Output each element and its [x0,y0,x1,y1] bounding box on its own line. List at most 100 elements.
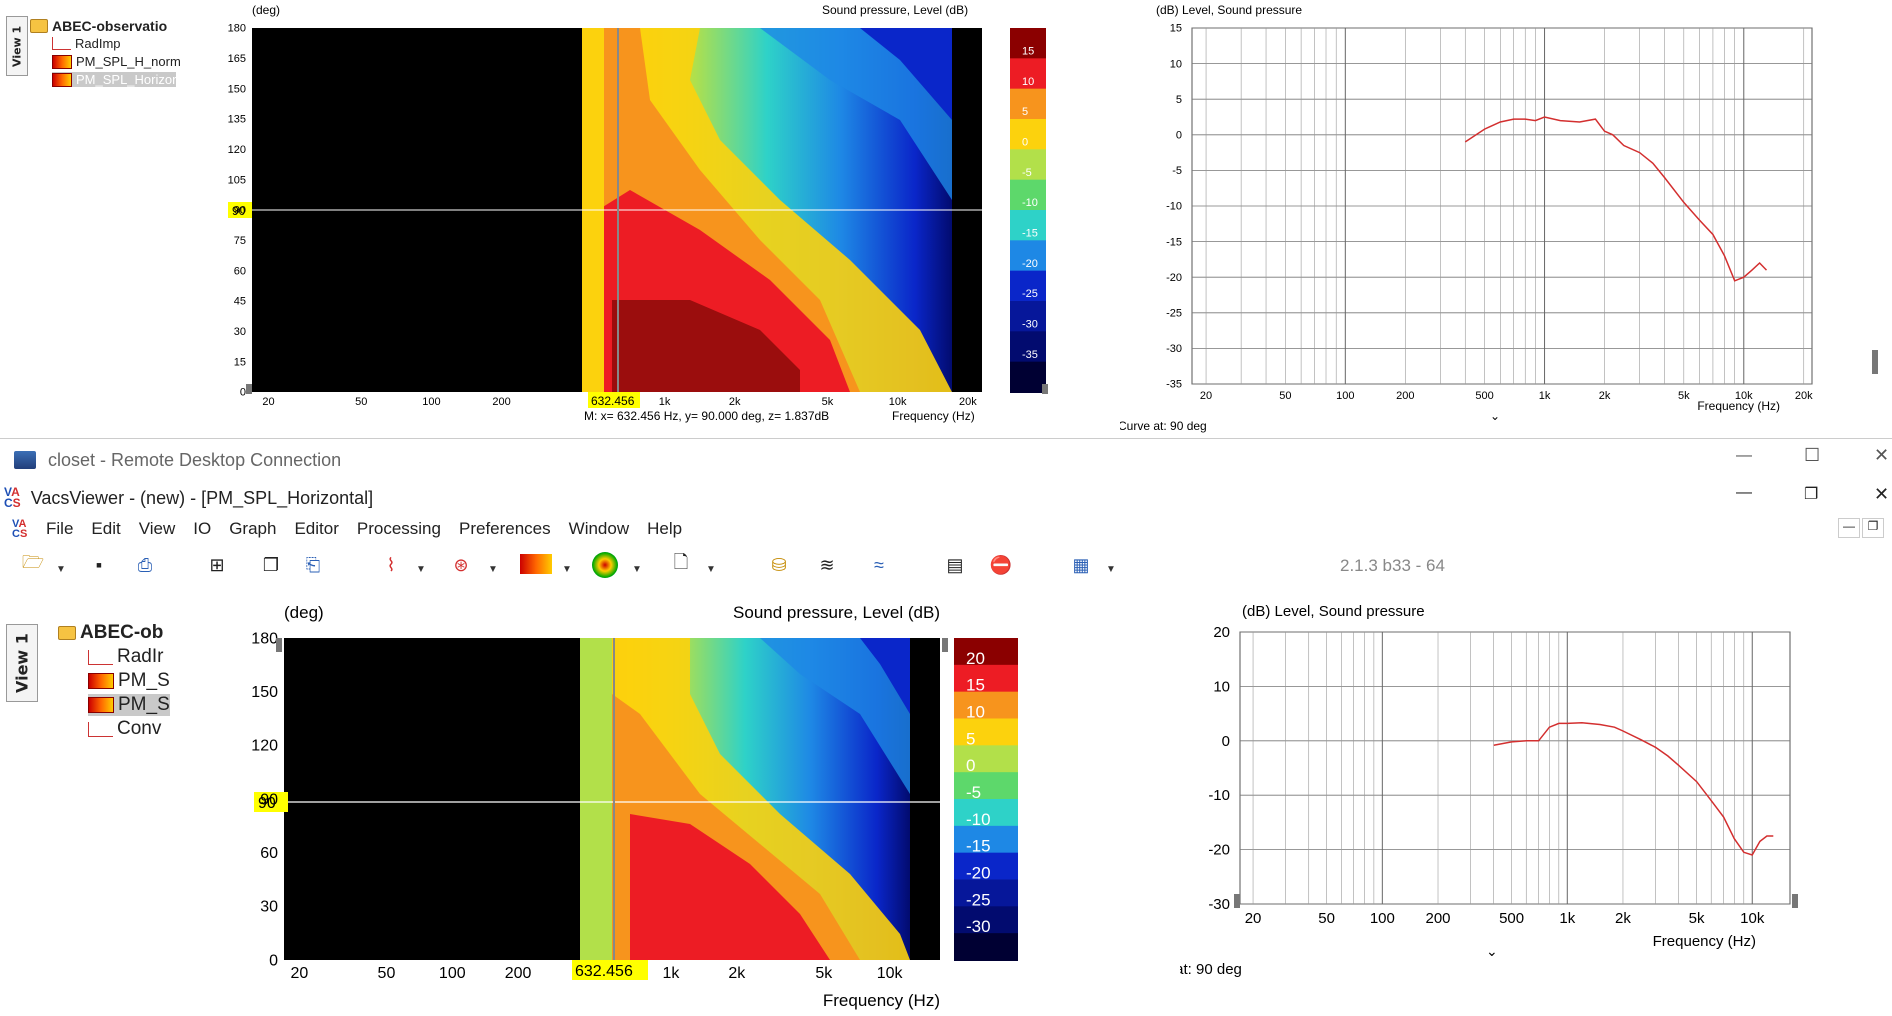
chevron-down-icon[interactable]: ▼ [416,564,426,575]
readout: M: x= 632.456 Hz, y= 90.000 deg, z= 1.83… [584,409,829,423]
legend-swatch [954,825,1018,854]
menu-edit[interactable]: Edit [91,519,121,538]
menu-file[interactable]: File [46,519,74,538]
open-folder-icon[interactable]: 🗁 [21,552,45,572]
tree-item-radimp[interactable]: RadImp [52,36,121,51]
chevron-down-icon[interactable]: ▼ [1106,564,1116,575]
y-tick-label: 0 [269,952,278,969]
mdi-minimize-button[interactable]: — [1838,518,1860,538]
chevron-down-icon[interactable]: ▼ [488,564,498,575]
menu-graph[interactable]: Graph [229,519,277,538]
bottom-view: View 1 ABEC-ob RadIr PM_S PM_S Conv (deg… [0,594,1892,1016]
right-scroll-handle[interactable] [942,638,948,652]
load-data-icon[interactable]: ⛁ [771,554,787,575]
copy-icon[interactable]: ❐ [262,554,280,575]
app-minimize-button[interactable]: — [1736,484,1752,501]
x-tick-label: 2k [728,965,746,982]
y-tick-label: -25 [1166,307,1182,319]
legend-tick-label: -25 [1022,288,1038,300]
right-scroll-handle[interactable] [1792,894,1798,908]
stop-icon[interactable]: ⛔ [989,554,1013,575]
tree-item-pm-spl-h-norm[interactable]: PM_SPL_H_norm [52,54,181,69]
y-tick-label: 0 [240,387,246,399]
app-close-button[interactable]: ✕ [1874,484,1890,504]
tree-item-root[interactable]: ABEC-ob [58,622,163,644]
chevron-down-icon[interactable]: ⌄ [1490,409,1500,423]
legend-swatch [954,718,1018,747]
legend-tick-label: -5 [966,783,981,802]
contour-x-label: Frequency (Hz) [823,991,940,1010]
menu-view[interactable]: View [138,519,176,538]
rdp-maximize-button[interactable]: ☐ [1804,445,1821,465]
menu-preferences[interactable]: Preferences [458,519,551,538]
y-tick-label: -10 [1208,787,1230,804]
tree-item-root[interactable]: ABEC-observatio [30,18,167,34]
app-restore-button[interactable]: ❐ [1804,486,1819,503]
top-line-plot: (dB) Level, Sound pressure 151050-5-10-1… [1120,3,1878,433]
legend-swatch [1010,240,1046,272]
balloon-icon[interactable] [592,552,618,578]
left-scroll-handle[interactable] [1234,894,1240,908]
mdi-restore-button[interactable]: ❐ [1862,518,1884,538]
y-tick-label: 180 [251,630,278,647]
line-plot-area [1239,631,1791,905]
paste-icon[interactable]: ⎗ [305,554,321,575]
waterfall-icon[interactable]: ≋ [819,554,835,575]
menu-help[interactable]: Help [647,519,683,538]
menu-editor[interactable]: Editor [294,519,339,538]
menu-io[interactable]: IO [193,519,212,538]
color-map-icon [52,54,72,69]
polar-chart-icon[interactable]: ⊛ [453,554,469,575]
new-page-icon[interactable]: 🗋 [673,552,689,572]
print-icon[interactable]: ⎙ [137,554,153,575]
y-tick-label: 105 [228,174,246,186]
y-tick-label: 10 [1213,678,1230,695]
tree-item-radimp[interactable]: RadIr [88,646,163,668]
left-scroll-handle[interactable] [246,384,252,394]
legend-tick-label: -30 [1022,318,1038,330]
left-scroll-handle[interactable] [276,638,282,652]
tree-item-pm-spl-1[interactable]: PM_S [88,670,170,692]
y-tick-label: 0 [1222,733,1230,750]
x-tick-label: 100 [439,965,466,982]
app-titlebar: VA CS VacsViewer - (new) - [PM_SPL_Horizo… [0,480,1892,517]
y-unit: (deg) [284,603,324,622]
tree-panel: ABEC-observatio RadImp PM_SPL_H_norm PM_… [30,16,190,96]
chevron-down-icon[interactable]: ▼ [562,564,572,575]
y-tick-label: 150 [228,83,246,95]
x-tick-label: 1k [1559,910,1575,927]
line-plot-x-label: Frequency (Hz) [1697,399,1780,413]
chevron-down-icon[interactable]: ▼ [632,564,642,575]
chevron-down-icon[interactable]: ▼ [56,564,66,575]
spectrogram-icon[interactable]: ▤ [946,554,964,575]
tree-item-conv[interactable]: Conv [88,718,161,740]
color-map-icon[interactable] [520,554,552,574]
tree-item-pm-spl-horizontal[interactable]: PM_SPL_Horizor [52,72,177,87]
menu-window[interactable]: Window [568,519,630,538]
y-tick-label: 120 [228,144,246,156]
legend-tick-label: 15 [966,676,985,695]
save-icon[interactable]: ▪ [95,554,103,575]
y-tick-label: 135 [228,114,246,126]
x-tick-label: 2k [1615,910,1631,927]
tree-item-pm-spl-2[interactable]: PM_S [88,694,170,716]
menu-bar: VA CS File Edit View IO Graph Editor Processing… [0,516,1892,542]
marker-y-label: 90 [232,204,246,218]
right-scroll-handle[interactable] [1042,384,1048,394]
legend-tick-label: -15 [966,837,991,856]
tree-icon[interactable]: ⊞ [209,554,225,575]
multi-curve-icon[interactable]: ≈ [874,554,884,575]
line-chart-icon[interactable]: ⌇ [386,554,396,575]
line-plot-x-label: Frequency (Hz) [1653,933,1756,950]
chevron-down-icon[interactable]: ▼ [706,564,716,575]
folder-icon [30,19,48,33]
legend-swatch [954,772,1018,800]
grid-icon[interactable]: ▦ [1072,554,1090,575]
x-tick-label: 2k [1599,390,1611,402]
rdp-close-button[interactable]: ✕ [1874,445,1890,465]
menu-processing[interactable]: Processing [356,519,441,538]
legend-swatch [1010,58,1046,90]
right-scroll-handle[interactable] [1872,350,1878,374]
rdp-minimize-button[interactable]: — [1736,447,1752,464]
chevron-down-icon[interactable]: ⌄ [1486,943,1498,959]
